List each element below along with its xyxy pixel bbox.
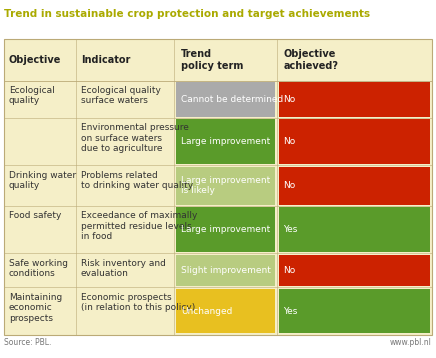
Bar <box>176 207 275 252</box>
Text: Environmental pressure
on surface waters
due to agriculture: Environmental pressure on surface waters… <box>81 124 188 153</box>
Text: Large improvement
is likely: Large improvement is likely <box>181 176 270 195</box>
Bar <box>176 82 275 117</box>
Text: Maintaining
economic
prospects: Maintaining economic prospects <box>9 293 62 323</box>
Text: Large improvement: Large improvement <box>181 137 270 146</box>
Text: Unchanged: Unchanged <box>181 306 232 316</box>
Bar <box>4 39 432 335</box>
Text: Drinking water
quality: Drinking water quality <box>9 171 76 190</box>
Text: Ecological quality
surface waters: Ecological quality surface waters <box>81 86 160 105</box>
Text: No: No <box>283 181 296 190</box>
Bar <box>4 39 432 81</box>
Text: Ecological
quality: Ecological quality <box>9 86 54 105</box>
Text: Indicator: Indicator <box>81 55 130 65</box>
Text: No: No <box>283 137 296 146</box>
Bar <box>279 82 430 117</box>
Text: Risk inventory and
evaluation: Risk inventory and evaluation <box>81 258 166 278</box>
Text: Trend
policy term: Trend policy term <box>181 49 243 71</box>
Text: Yes: Yes <box>283 225 298 234</box>
Bar <box>176 255 275 286</box>
Text: Exceedance of maximally
permitted residue levels
in food: Exceedance of maximally permitted residu… <box>81 211 197 241</box>
Bar <box>176 120 275 164</box>
Text: Slight improvement: Slight improvement <box>181 266 271 275</box>
Bar <box>176 289 275 333</box>
Text: Objective: Objective <box>9 55 61 65</box>
Text: Source: PBL.: Source: PBL. <box>4 338 52 347</box>
Bar <box>279 255 430 286</box>
Text: www.pbl.nl: www.pbl.nl <box>390 338 432 347</box>
Text: Cannot be determined: Cannot be determined <box>181 95 283 104</box>
Bar <box>279 289 430 333</box>
Text: Large improvement: Large improvement <box>181 225 270 234</box>
Bar <box>279 167 430 204</box>
Text: Food safety: Food safety <box>9 211 61 221</box>
Text: Problems related
to drinking water quality: Problems related to drinking water quali… <box>81 171 193 190</box>
Text: Safe working
conditions: Safe working conditions <box>9 258 68 278</box>
Text: Yes: Yes <box>283 306 298 316</box>
Bar <box>279 120 430 164</box>
Text: No: No <box>283 266 296 275</box>
Text: Objective
achieved?: Objective achieved? <box>283 49 338 71</box>
Text: Economic prospects
(in relation to this policy): Economic prospects (in relation to this … <box>81 293 195 312</box>
Bar <box>176 167 275 204</box>
Bar <box>279 207 430 252</box>
Text: No: No <box>283 95 296 104</box>
Text: Trend in sustainable crop protection and target achievements: Trend in sustainable crop protection and… <box>4 9 371 19</box>
Bar <box>4 39 432 335</box>
